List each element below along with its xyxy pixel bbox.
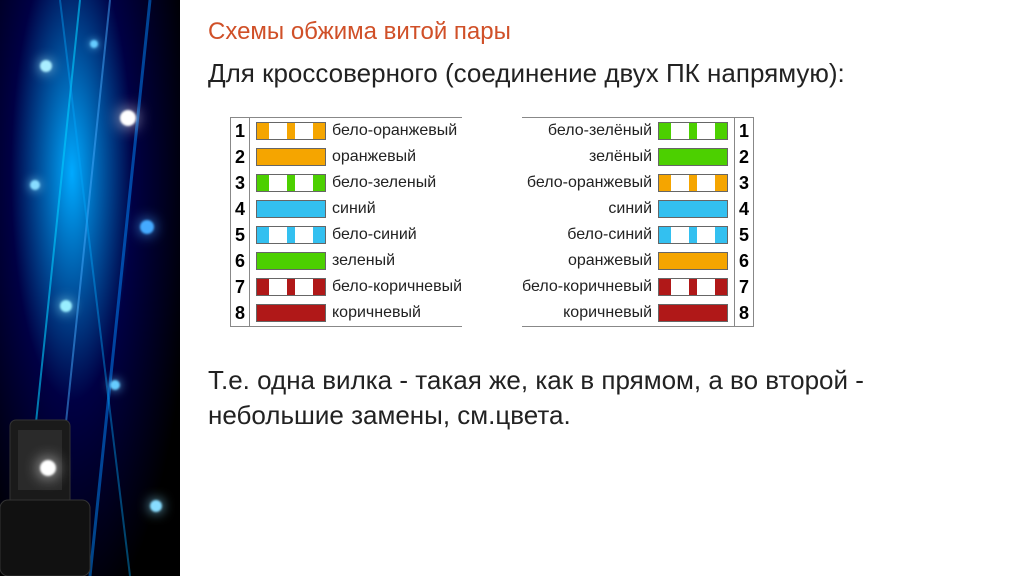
slide-footnote: Т.е. одна вилка - такая же, как в прямом…: [208, 363, 996, 433]
color-swatch: [658, 200, 728, 218]
color-label: оранжевый: [332, 148, 416, 166]
wire-row: 6 оранжевый: [522, 248, 754, 274]
color-label: бело-оранжевый: [332, 122, 457, 140]
wire-row: 3 бело-оранжевый: [522, 170, 754, 196]
pin-number: 8: [734, 300, 754, 326]
color-label: зелёный: [589, 148, 652, 166]
pin-number: 7: [230, 274, 250, 300]
wire-row: 7 бело-коричневый: [522, 274, 754, 300]
wire-row: 7 бело-коричневый: [230, 274, 462, 300]
pin-number: 6: [230, 248, 250, 274]
decorative-sidebar: [0, 0, 180, 576]
color-label: коричневый: [332, 304, 421, 322]
color-label: бело-коричневый: [332, 278, 462, 296]
wire-row: 1 бело-оранжевый: [230, 118, 462, 144]
diagram-568a: 1 бело-зелёный 2 зелёный 3 бело-оранжевый 4 син…: [522, 117, 754, 327]
pin-number: 1: [734, 118, 754, 144]
pin-number: 8: [230, 300, 250, 326]
color-label: синий: [608, 200, 652, 218]
color-swatch: [256, 174, 326, 192]
color-label: бело-зелёный: [548, 122, 652, 140]
wire-row: 2 оранжевый: [230, 144, 462, 170]
light-dot: [60, 300, 72, 312]
wire-row: 8 коричневый: [230, 300, 462, 326]
wiring-diagrams: 1 бело-оранжевый 2 оранжевый 3 бело-зеленый 4 с…: [208, 117, 996, 327]
wire-row: 4 синий: [230, 196, 462, 222]
light-dot: [40, 460, 56, 476]
slide-title: Схемы обжима витой пары: [208, 18, 996, 46]
color-swatch: [658, 148, 728, 166]
wire-row: 5 бело-синий: [230, 222, 462, 248]
pin-number: 4: [230, 196, 250, 222]
color-swatch: [658, 304, 728, 322]
color-swatch: [256, 122, 326, 140]
slide-subtitle: Для кроссоверного (соединение двух ПК на…: [208, 56, 996, 91]
light-dot: [120, 110, 136, 126]
color-label: синий: [332, 200, 376, 218]
color-label: бело-синий: [332, 226, 417, 244]
light-dot: [150, 500, 162, 512]
pin-number: 2: [230, 144, 250, 170]
pin-number: 7: [734, 274, 754, 300]
color-swatch: [256, 148, 326, 166]
light-dot: [30, 180, 40, 190]
color-label: коричневый: [563, 304, 652, 322]
pin-number: 2: [734, 144, 754, 170]
color-swatch: [658, 252, 728, 270]
wire-row: 8 коричневый: [522, 300, 754, 326]
pin-number: 1: [230, 118, 250, 144]
color-label: оранжевый: [568, 252, 652, 270]
light-dot: [110, 380, 120, 390]
wire-row: 3 бело-зеленый: [230, 170, 462, 196]
color-swatch: [256, 226, 326, 244]
pin-number: 4: [734, 196, 754, 222]
color-label: бело-коричневый: [522, 278, 652, 296]
color-swatch: [658, 174, 728, 192]
pin-number: 6: [734, 248, 754, 274]
pin-number: 3: [230, 170, 250, 196]
wire-row: 1 бело-зелёный: [522, 118, 754, 144]
color-swatch: [256, 278, 326, 296]
color-swatch: [658, 122, 728, 140]
color-label: зеленый: [332, 252, 395, 270]
pin-number: 5: [230, 222, 250, 248]
wire-row: 6 зеленый: [230, 248, 462, 274]
light-dot: [90, 40, 98, 48]
wire-row: 4 синий: [522, 196, 754, 222]
wire-row: 2 зелёный: [522, 144, 754, 170]
main-content: Схемы обжима витой пары Для кроссоверног…: [180, 0, 1024, 576]
color-swatch: [256, 252, 326, 270]
color-label: бело-оранжевый: [527, 174, 652, 192]
color-swatch: [658, 278, 728, 296]
color-label: бело-синий: [567, 226, 652, 244]
light-dot: [140, 220, 154, 234]
color-label: бело-зеленый: [332, 174, 436, 192]
pin-number: 5: [734, 222, 754, 248]
color-swatch: [658, 226, 728, 244]
light-dot: [40, 60, 52, 72]
color-swatch: [256, 200, 326, 218]
pin-number: 3: [734, 170, 754, 196]
diagram-568b: 1 бело-оранжевый 2 оранжевый 3 бело-зеленый 4 с…: [230, 117, 462, 327]
wire-row: 5 бело-синий: [522, 222, 754, 248]
color-swatch: [256, 304, 326, 322]
cable-illustration: [0, 0, 180, 576]
